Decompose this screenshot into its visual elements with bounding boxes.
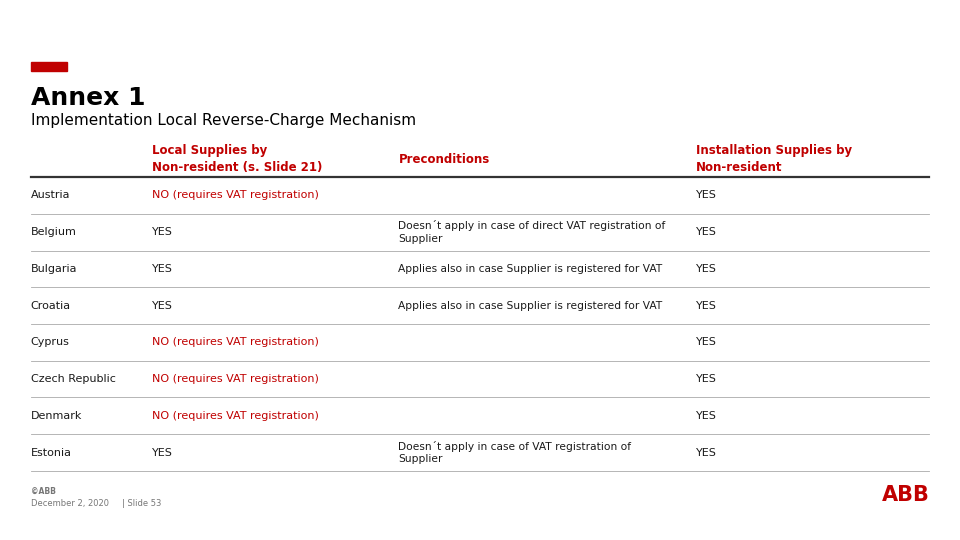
Text: Belgium: Belgium	[31, 227, 77, 237]
Text: | Slide 53: | Slide 53	[122, 498, 161, 508]
Text: YES: YES	[696, 191, 717, 200]
Text: YES: YES	[696, 301, 717, 310]
Text: Doesn´t apply in case of direct VAT registration of
Supplier: Doesn´t apply in case of direct VAT regi…	[398, 220, 665, 244]
Text: YES: YES	[696, 448, 717, 457]
Text: Austria: Austria	[31, 191, 70, 200]
Text: NO (requires VAT registration): NO (requires VAT registration)	[152, 374, 319, 384]
Text: Czech Republic: Czech Republic	[31, 374, 115, 384]
Text: YES: YES	[152, 448, 173, 457]
Text: ©ABB: ©ABB	[31, 487, 56, 496]
Text: NO (requires VAT registration): NO (requires VAT registration)	[152, 411, 319, 421]
Text: Local Supplies by
Non-resident (s. Slide 21): Local Supplies by Non-resident (s. Slide…	[152, 144, 322, 174]
Text: Doesn´t apply in case of VAT registration of
Supplier: Doesn´t apply in case of VAT registratio…	[398, 441, 632, 464]
Text: YES: YES	[696, 374, 717, 384]
Text: YES: YES	[152, 227, 173, 237]
Text: Bulgaria: Bulgaria	[31, 264, 77, 274]
Text: Croatia: Croatia	[31, 301, 71, 310]
Text: YES: YES	[152, 301, 173, 310]
Text: YES: YES	[152, 264, 173, 274]
Text: Applies also in case Supplier is registered for VAT: Applies also in case Supplier is registe…	[398, 264, 662, 274]
Text: Preconditions: Preconditions	[398, 153, 490, 166]
Text: NO (requires VAT registration): NO (requires VAT registration)	[152, 191, 319, 200]
Text: NO (requires VAT registration): NO (requires VAT registration)	[152, 338, 319, 347]
Text: YES: YES	[696, 411, 717, 421]
Text: YES: YES	[696, 227, 717, 237]
Text: Denmark: Denmark	[31, 411, 83, 421]
Text: ABB: ABB	[881, 485, 929, 505]
Text: Installation Supplies by
Non-resident: Installation Supplies by Non-resident	[696, 144, 852, 174]
Text: Implementation Local Reverse-Charge Mechanism: Implementation Local Reverse-Charge Mech…	[31, 113, 416, 129]
Text: YES: YES	[696, 338, 717, 347]
Text: Cyprus: Cyprus	[31, 338, 69, 347]
Bar	[31, 62, 67, 71]
Text: Annex 1: Annex 1	[31, 86, 145, 110]
Text: Applies also in case Supplier is registered for VAT: Applies also in case Supplier is registe…	[398, 301, 662, 310]
Text: December 2, 2020: December 2, 2020	[31, 498, 108, 508]
Text: YES: YES	[696, 264, 717, 274]
Text: Estonia: Estonia	[31, 448, 72, 457]
